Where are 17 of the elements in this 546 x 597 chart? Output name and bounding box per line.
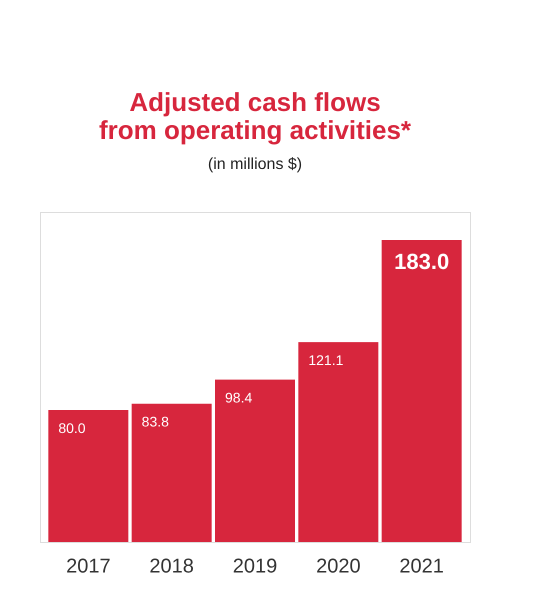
data-label: 183.0 bbox=[394, 249, 450, 274]
x-tick-label: 2018 bbox=[149, 556, 194, 578]
data-label: 80.0 bbox=[58, 420, 86, 436]
bar bbox=[132, 404, 212, 542]
x-tick-label: 2017 bbox=[66, 556, 111, 578]
data-label: 98.4 bbox=[225, 390, 252, 406]
bar bbox=[215, 380, 295, 542]
data-label: 83.8 bbox=[142, 414, 170, 430]
bar bbox=[298, 342, 378, 542]
x-tick-label: 2020 bbox=[316, 556, 361, 578]
chart-title: Adjusted cash flows from operating activities* bbox=[98, 87, 412, 145]
x-tick-label: 2019 bbox=[232, 556, 278, 578]
data-label: 121.1 bbox=[308, 352, 344, 368]
x-tick-label: 2021 bbox=[399, 556, 444, 578]
bar bbox=[382, 240, 462, 542]
bar bbox=[48, 410, 128, 542]
chart-subtitle: (in millions $) bbox=[208, 156, 302, 173]
